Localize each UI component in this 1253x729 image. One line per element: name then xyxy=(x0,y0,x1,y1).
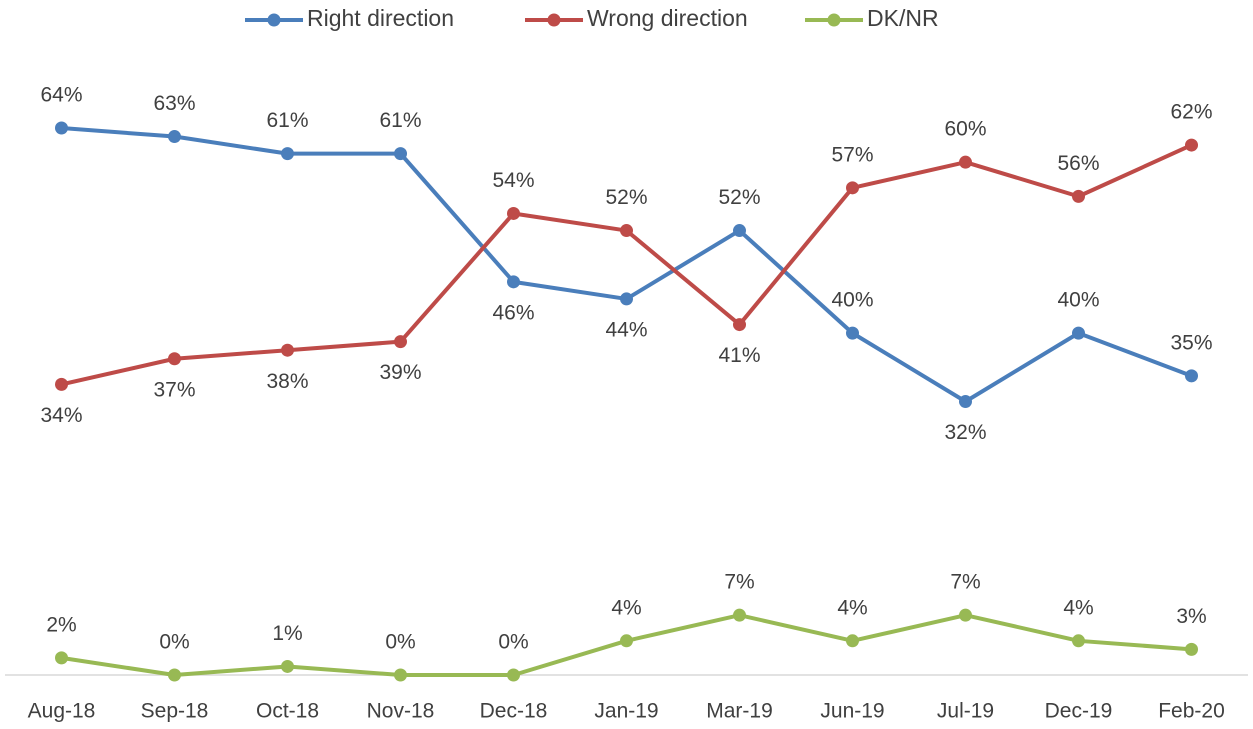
data-point xyxy=(846,181,859,195)
data-point xyxy=(1072,634,1085,648)
legend-label: Right direction xyxy=(307,5,454,31)
data-point xyxy=(168,668,181,682)
data-label: 32% xyxy=(944,421,986,444)
data-point xyxy=(620,292,633,306)
data-point xyxy=(281,147,294,161)
data-label: 2% xyxy=(46,613,76,636)
data-point xyxy=(168,352,181,366)
data-point xyxy=(168,130,181,144)
data-label: 60% xyxy=(944,118,986,141)
legend-marker xyxy=(267,13,281,27)
data-point xyxy=(959,394,972,408)
data-label: 56% xyxy=(1057,152,1099,175)
data-point xyxy=(394,147,407,161)
data-point xyxy=(281,343,294,357)
data-point xyxy=(620,224,633,238)
data-point xyxy=(1072,326,1085,340)
data-label: 61% xyxy=(379,109,421,132)
x-tick-label: Dec-19 xyxy=(1045,700,1113,723)
data-label: 37% xyxy=(153,378,195,401)
data-label: 0% xyxy=(385,631,415,654)
data-label: 52% xyxy=(605,186,647,209)
data-label: 7% xyxy=(950,571,980,594)
legend-label: Wrong direction xyxy=(587,5,748,31)
data-label: 7% xyxy=(724,571,754,594)
x-tick-label: Mar-19 xyxy=(706,700,773,723)
data-point xyxy=(733,224,746,238)
data-point xyxy=(1185,642,1198,656)
legend-label: DK/NR xyxy=(867,5,939,31)
x-tick-label: Dec-18 xyxy=(480,700,548,723)
data-label: 38% xyxy=(266,370,308,393)
data-point xyxy=(959,608,972,622)
x-tick-label: Sep-18 xyxy=(141,700,209,723)
data-point xyxy=(507,275,520,289)
data-point xyxy=(733,318,746,332)
data-label: 61% xyxy=(266,109,308,132)
data-point xyxy=(507,668,520,682)
data-label: 34% xyxy=(40,404,82,427)
data-point xyxy=(55,377,68,391)
data-label: 54% xyxy=(492,169,534,192)
data-label: 62% xyxy=(1170,101,1212,124)
data-label: 44% xyxy=(605,318,647,341)
x-tick-label: Feb-20 xyxy=(1158,700,1225,723)
data-label: 39% xyxy=(379,361,421,384)
data-point xyxy=(507,206,520,220)
data-label: 40% xyxy=(1057,289,1099,312)
data-label: 40% xyxy=(831,289,873,312)
data-point xyxy=(281,659,294,673)
data-label: 52% xyxy=(718,186,760,209)
x-tick-label: Jul-19 xyxy=(937,700,994,723)
data-point xyxy=(55,651,68,665)
data-label: 64% xyxy=(40,84,82,107)
x-tick-label: Jan-19 xyxy=(594,700,658,723)
data-point xyxy=(846,326,859,340)
data-label: 63% xyxy=(153,92,195,115)
legend-marker xyxy=(827,13,841,27)
data-label: 0% xyxy=(498,631,528,654)
x-tick-label: Oct-18 xyxy=(256,700,319,723)
data-point xyxy=(1185,369,1198,383)
data-point xyxy=(733,608,746,622)
data-point xyxy=(394,668,407,682)
data-point xyxy=(959,155,972,169)
data-label: 4% xyxy=(837,596,867,619)
data-label: 35% xyxy=(1170,331,1212,354)
x-tick-label: Aug-18 xyxy=(28,700,96,723)
data-point xyxy=(1185,138,1198,152)
data-label: 4% xyxy=(611,596,641,619)
data-label: 4% xyxy=(1063,596,1093,619)
data-point xyxy=(394,335,407,349)
data-point xyxy=(846,634,859,648)
data-point xyxy=(1072,189,1085,203)
data-label: 0% xyxy=(159,631,189,654)
series-line xyxy=(61,143,1193,387)
data-point xyxy=(620,634,633,648)
data-label: 41% xyxy=(718,344,760,367)
series-line xyxy=(61,125,1193,404)
legend-marker xyxy=(547,13,561,27)
x-tick-label: Jun-19 xyxy=(820,700,884,723)
data-label: 1% xyxy=(272,622,302,645)
data-label: 46% xyxy=(492,301,534,324)
data-label: 3% xyxy=(1176,605,1206,628)
data-point xyxy=(55,121,68,135)
data-label: 57% xyxy=(831,143,873,166)
x-tick-label: Nov-18 xyxy=(367,700,435,723)
